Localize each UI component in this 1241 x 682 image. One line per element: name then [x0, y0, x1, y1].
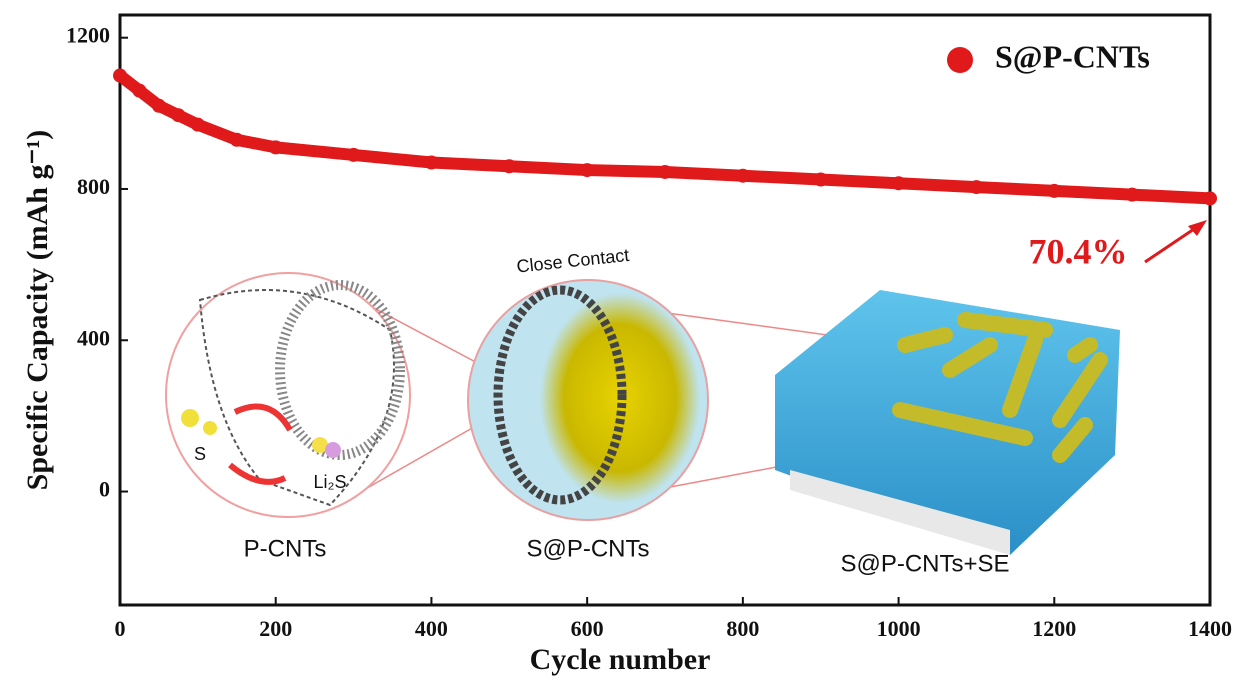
data-point — [1125, 188, 1139, 202]
data-point — [113, 69, 127, 83]
x-tick-label: 400 — [415, 616, 448, 641]
inset-caption: Close Contact — [516, 245, 631, 277]
y-tick-label: 1200 — [66, 23, 110, 48]
x-axis-title: Cycle number — [530, 643, 711, 676]
inset-label: S@P-CNTs+SE — [840, 550, 1009, 577]
data-point — [191, 118, 205, 132]
data-line — [120, 76, 1210, 199]
data-point — [230, 133, 244, 147]
inset-illustration — [166, 273, 1120, 555]
data-point — [152, 99, 166, 113]
data-point — [347, 148, 361, 162]
annotation: 70.4% — [1029, 231, 1128, 271]
data-point — [892, 176, 906, 190]
data-point — [132, 84, 146, 98]
legend-marker — [947, 47, 973, 73]
data-point — [171, 108, 185, 122]
data-point — [580, 163, 594, 177]
y-axis-title: Specific Capacity (mAh g⁻¹) — [21, 130, 54, 491]
x-tick-label: 200 — [259, 616, 292, 641]
annotation-arrow — [1145, 225, 1200, 262]
data-point — [969, 180, 983, 194]
legend-label: S@P-CNTs — [995, 38, 1150, 74]
data-point — [814, 173, 828, 187]
x-tick-label: 800 — [726, 616, 759, 641]
data-point — [424, 156, 438, 170]
inset-label: P-CNTs — [244, 535, 327, 562]
inset-caption: S — [194, 444, 206, 464]
x-tick-label: 1400 — [1188, 616, 1232, 641]
inset-caption: Li₂S — [313, 472, 346, 492]
inset-label: S@P-CNTs — [526, 535, 649, 562]
chart: Close Contact S Li₂S P-CNTs S@P-CNTs S@P… — [0, 0, 1241, 682]
annotation-arrowhead — [1188, 220, 1207, 236]
data-point — [1203, 191, 1217, 205]
y-tick-label: 0 — [99, 477, 110, 502]
y-tick-label: 400 — [77, 325, 110, 350]
y-tick-label: 800 — [77, 174, 110, 199]
data-point — [736, 169, 750, 183]
x-tick-label: 0 — [115, 616, 126, 641]
x-tick-label: 600 — [571, 616, 604, 641]
data-point — [269, 140, 283, 154]
data-point — [1047, 184, 1061, 198]
x-tick-label: 1200 — [1032, 616, 1076, 641]
data-point — [502, 159, 516, 173]
x-tick-label: 1000 — [877, 616, 921, 641]
data-point — [658, 165, 672, 179]
